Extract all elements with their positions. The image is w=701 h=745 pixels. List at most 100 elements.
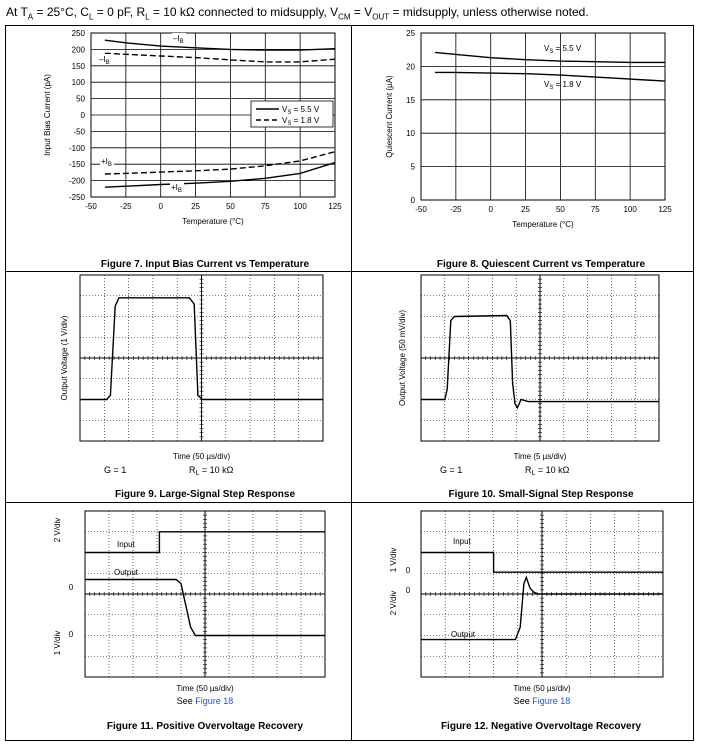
y-tick-label: -200 <box>69 177 86 186</box>
annotation-bg <box>170 182 184 193</box>
zero-marker-output: 0 <box>406 566 411 575</box>
x-tick-label: 0 <box>158 202 163 211</box>
y-tick-label: 150 <box>72 62 86 71</box>
figure-link[interactable]: Figure 18 <box>532 696 570 706</box>
y-tick-label: -150 <box>69 160 86 169</box>
series-vs-5-5v <box>434 51 665 64</box>
chart-fig7: -50 -25 0 25 50 75 100 125250200150100500-50-10… <box>43 29 342 270</box>
y-tick-label: 15 <box>406 96 415 105</box>
x-tick-label: -25 <box>450 205 462 214</box>
trace-label-input: Input <box>453 537 472 546</box>
y-tick-label: 250 <box>72 29 86 38</box>
x-tick-label: 50 <box>556 205 565 214</box>
figure-link[interactable]: Figure 18 <box>195 696 233 706</box>
y-tick-label: 0 <box>411 196 416 205</box>
zero-marker-output: 0 <box>69 630 74 639</box>
x-tick-label: -25 <box>120 202 132 211</box>
series-output <box>421 314 659 410</box>
y-tick-label: -250 <box>69 193 86 202</box>
x-tick-label: 50 <box>226 202 235 211</box>
y-axis-label: Output Voltage (50 mV/div) <box>398 310 407 406</box>
series-ib-vs-5-5v <box>104 39 336 51</box>
scale-input: 2 V/div <box>389 591 398 615</box>
figure-caption: Figure 10. Small-Signal Step Response <box>448 489 633 500</box>
load-note: RL = 10 kΩ <box>189 465 234 477</box>
annotation-vs-18: VS = 1.8 V <box>544 80 582 91</box>
series-ib-vs-1-8v <box>104 151 336 175</box>
see-note: See Figure 18 <box>514 696 571 706</box>
x-axis-label: Temperature (°C) <box>512 220 574 229</box>
series-ib-vs-1-8v <box>104 52 336 63</box>
trace-label-input: Input <box>117 540 136 549</box>
x-axis-label: Time (50 µs/div) <box>176 684 234 693</box>
zero-marker-input: 0 <box>406 586 411 595</box>
trace-label-output: Output <box>114 568 139 577</box>
chart-fig11: Input Output 2 V/div 0 1 V/div 0 Time (50 µs/d… <box>53 510 326 732</box>
y-tick-label: 20 <box>406 62 415 71</box>
annotation-ib: –IB <box>173 34 184 45</box>
annotation-ib: +IB <box>101 157 112 168</box>
figure-caption: Figure 7. Input Bias Current vs Temperat… <box>101 259 310 270</box>
x-tick-label: 125 <box>658 205 672 214</box>
x-tick-label: 25 <box>521 205 530 214</box>
x-tick-label: 125 <box>328 202 342 211</box>
plot-frame <box>90 32 336 198</box>
see-note: See Figure 18 <box>177 696 234 706</box>
y-tick-label: -100 <box>69 144 86 153</box>
series-ib-vs-5-5v <box>104 161 336 188</box>
figure-caption: Figure 8. Quiescent Current vs Temperatu… <box>437 259 646 270</box>
scale-output: 1 V/div <box>389 548 398 572</box>
y-axis-label: Input Bias Current (pA) <box>43 74 52 156</box>
chart-fig9: Output Voltage (1 V/div) Time (50 µs/div)… <box>60 274 324 500</box>
gain-note: G = 1 <box>440 465 462 475</box>
x-tick-label: -50 <box>415 205 427 214</box>
chart-fig10: Output Voltage (50 mV/div) Time (5 µs/div… <box>398 274 660 500</box>
annotation-bg <box>100 156 114 167</box>
x-axis-label: Time (5 µs/div) <box>514 452 567 461</box>
series-output <box>80 297 323 401</box>
scale-input: 2 V/div <box>53 518 62 542</box>
series-output <box>421 575 663 641</box>
x-axis-label: Temperature (°C) <box>182 217 244 226</box>
annotation-ib: –IB <box>99 55 110 66</box>
scale-output: 1 V/div <box>53 631 62 655</box>
y-tick-label: 0 <box>81 111 86 120</box>
figure-cell-12 <box>351 502 694 741</box>
legend-entry: VS = 1.8 V <box>282 116 320 127</box>
y-tick-label: 5 <box>411 163 416 172</box>
conditions-header: At TA = 25°C, CL = 0 pF, RL = 10 kΩ conn… <box>6 5 589 22</box>
load-note: RL = 10 kΩ <box>525 465 570 477</box>
chart-fig8: -50 -25 0 25 50 75 100 1252520151050Temperature… <box>385 29 672 270</box>
y-tick-label: 50 <box>76 95 85 104</box>
y-tick-label: 25 <box>406 29 415 38</box>
gain-note: G = 1 <box>104 465 126 475</box>
figure-caption: Figure 12. Negative Overvoltage Recovery <box>441 721 642 732</box>
annotation-bg <box>172 33 186 44</box>
zero-marker-input: 0 <box>69 583 74 592</box>
series-input <box>85 531 325 554</box>
y-tick-label: 100 <box>72 78 86 87</box>
x-tick-label: 100 <box>623 205 637 214</box>
y-tick-label: 200 <box>72 45 86 54</box>
x-tick-label: -50 <box>85 202 97 211</box>
x-tick-label: 75 <box>261 202 270 211</box>
y-axis-label: Output Voltage (1 V/div) <box>60 315 69 400</box>
chart-fig12: Input Output 1 V/div 0 2 V/div 0 Time (50 µs/d… <box>389 510 664 732</box>
legend-box <box>250 100 334 128</box>
x-tick-label: 25 <box>191 202 200 211</box>
trace-label-output: Output <box>451 630 476 639</box>
x-axis-label: Time (50 µs/div) <box>173 452 231 461</box>
x-tick-label: 0 <box>488 205 493 214</box>
annotation-vs-55: VS = 5.5 V <box>544 44 582 55</box>
y-tick-label: 10 <box>406 129 415 138</box>
x-axis-label: Time (50 µs/div) <box>513 684 571 693</box>
x-tick-label: 75 <box>591 205 600 214</box>
figure-caption: Figure 11. Positive Overvoltage Recovery <box>107 721 304 732</box>
series-vs-1-8v <box>434 71 666 82</box>
figure-caption: Figure 9. Large-Signal Step Response <box>115 489 295 500</box>
annotation-ib: +IB <box>171 183 182 194</box>
y-axis-label: Quiescent Current (µA) <box>385 75 394 158</box>
x-tick-label: 100 <box>293 202 307 211</box>
annotation-bg <box>98 54 112 65</box>
